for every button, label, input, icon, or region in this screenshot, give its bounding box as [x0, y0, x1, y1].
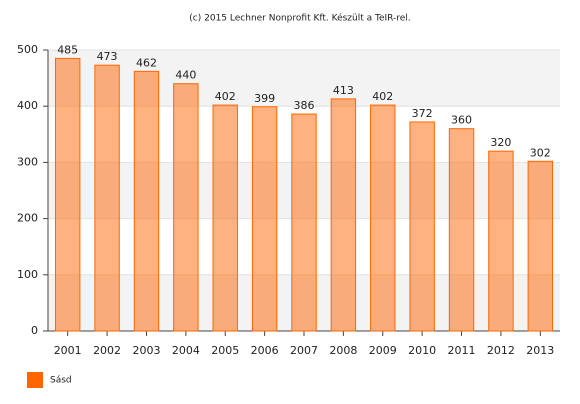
data-label: 485 [57, 43, 78, 56]
data-label: 302 [530, 146, 551, 159]
bar [54, 57, 81, 332]
bar [173, 83, 199, 332]
data-label: 462 [136, 56, 157, 69]
x-tick-label: 2010 [408, 344, 436, 357]
bar [251, 106, 278, 332]
data-label: 360 [451, 114, 472, 127]
x-tick-label: 2002 [93, 344, 121, 357]
y-tick-label: 200 [17, 212, 38, 225]
data-label: 413 [333, 84, 354, 97]
x-tick-label: 2012 [487, 344, 515, 357]
bar [488, 150, 514, 332]
bar [527, 160, 554, 332]
grid-band [48, 50, 560, 107]
y-tick-label: 500 [17, 43, 38, 56]
data-label: 440 [175, 69, 196, 82]
legend-label: Sásd [50, 376, 72, 386]
data-label: 402 [215, 90, 236, 103]
x-tick-label: 2005 [211, 344, 239, 357]
x-tick-label: 2003 [132, 344, 160, 357]
data-label: 399 [254, 92, 275, 105]
x-tick-label: 2011 [448, 344, 476, 357]
x-tick-label: 2009 [369, 344, 397, 357]
x-tick-label: 2007 [290, 344, 318, 357]
data-label: 372 [412, 107, 433, 120]
y-tick-label: 300 [17, 155, 38, 168]
y-tick-label: 0 [31, 324, 38, 337]
bar [448, 128, 475, 332]
x-tick-label: 2013 [526, 344, 554, 357]
y-tick-label: 400 [17, 99, 38, 112]
data-label: 386 [294, 99, 315, 112]
bar [330, 98, 357, 332]
x-tick-label: 2006 [251, 344, 279, 357]
bar [409, 121, 435, 332]
x-tick-label: 2008 [329, 344, 357, 357]
x-tick-label: 2001 [54, 344, 82, 357]
legend-swatch [27, 372, 43, 388]
y-tick-label: 100 [17, 268, 38, 281]
data-label: 402 [372, 90, 393, 103]
data-label: 473 [97, 50, 118, 63]
bar [370, 104, 396, 332]
bar [212, 104, 238, 332]
data-label: 320 [490, 136, 511, 149]
bar [133, 70, 160, 332]
chart-title: (c) 2015 Lechner Nonprofit Kft. Készült … [189, 13, 410, 24]
bar [94, 64, 120, 332]
bar [291, 113, 317, 332]
x-tick-label: 2004 [172, 344, 200, 357]
